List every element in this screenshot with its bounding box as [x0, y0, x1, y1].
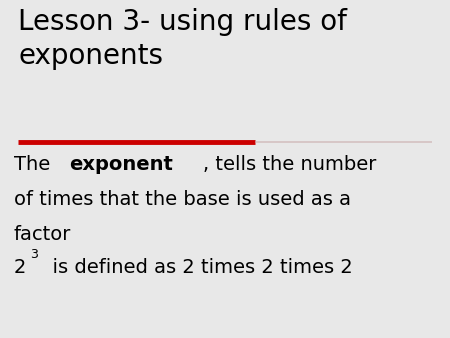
Text: of times that the base is used as a: of times that the base is used as a — [14, 190, 351, 209]
Text: factor: factor — [14, 225, 72, 244]
Text: , tells the number: , tells the number — [203, 155, 376, 174]
Text: The: The — [14, 155, 57, 174]
Text: 3: 3 — [30, 248, 38, 261]
Text: 2: 2 — [14, 258, 27, 277]
Text: Lesson 3- using rules of
exponents: Lesson 3- using rules of exponents — [18, 8, 347, 70]
Text: is defined as 2 times 2 times 2: is defined as 2 times 2 times 2 — [40, 258, 353, 277]
Text: exponent: exponent — [69, 155, 173, 174]
